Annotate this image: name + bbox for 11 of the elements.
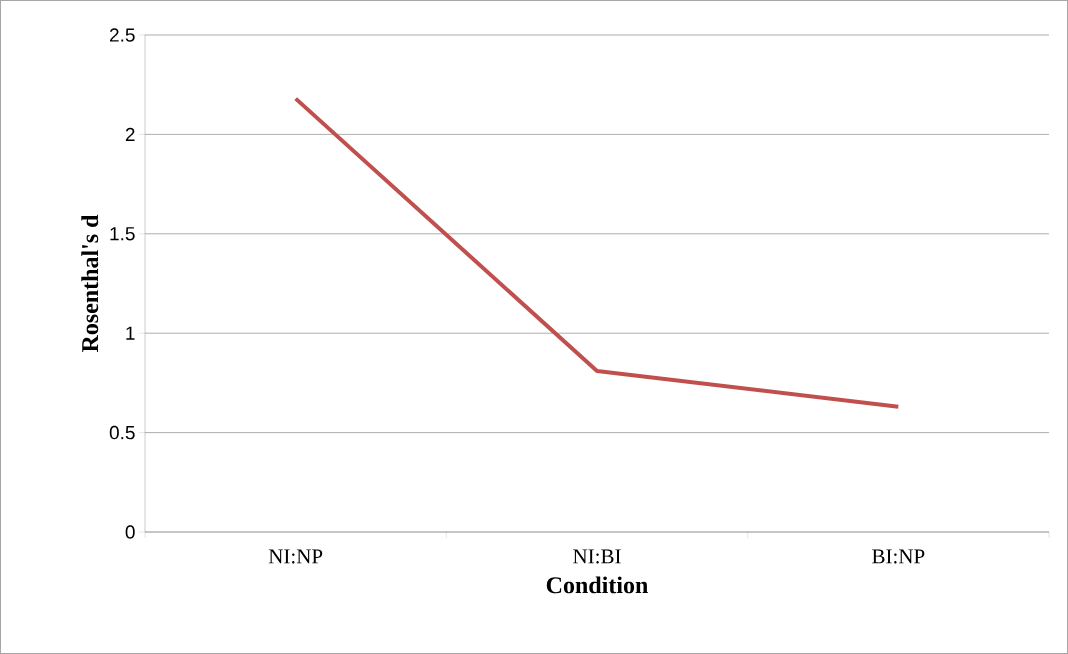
y-tick-label: 2.5 bbox=[110, 28, 135, 42]
x-axis-title: Condition bbox=[546, 576, 648, 594]
x-tick-label: NI:NP bbox=[268, 549, 323, 564]
y-tick-label: 1 bbox=[126, 326, 135, 340]
x-tick-label: BI:NP bbox=[872, 549, 925, 564]
y-tick-label: 2 bbox=[125, 127, 135, 142]
y-tick-label: 0.5 bbox=[109, 425, 135, 440]
x-tick-label: NI:BI bbox=[573, 549, 621, 564]
y-tick-label: 0 bbox=[125, 525, 135, 539]
y-axis-title: Rosenthal's d bbox=[81, 214, 99, 353]
y-tick-label: 1.5 bbox=[110, 227, 135, 241]
